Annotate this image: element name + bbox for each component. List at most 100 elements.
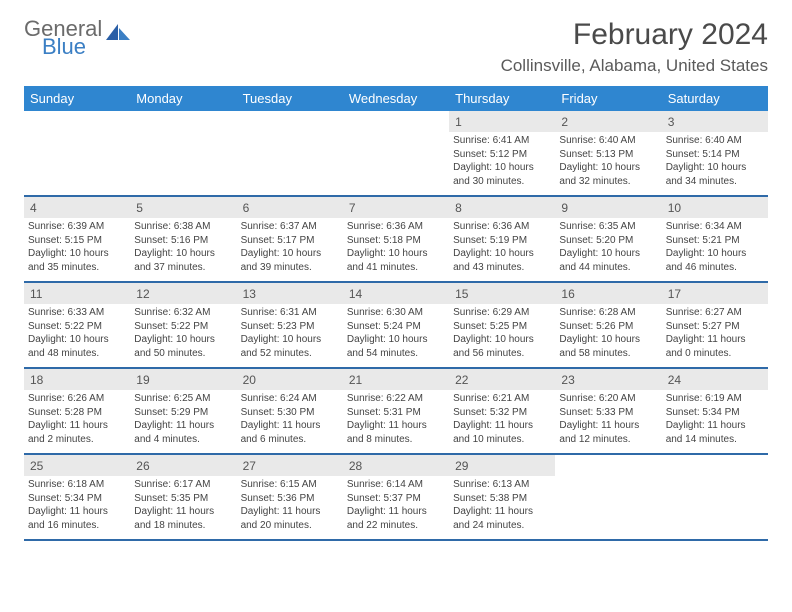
day-body: Sunrise: 6:18 AMSunset: 5:34 PMDaylight:… [24, 476, 130, 536]
day-body: Sunrise: 6:36 AMSunset: 5:18 PMDaylight:… [343, 218, 449, 278]
daylight-text: Daylight: 11 hours and 24 minutes. [453, 505, 551, 532]
day-number: 13 [237, 283, 343, 304]
day-number: 9 [555, 197, 661, 218]
day-number: 27 [237, 455, 343, 476]
day-number: 8 [449, 197, 555, 218]
day-body: Sunrise: 6:40 AMSunset: 5:13 PMDaylight:… [555, 132, 661, 192]
title-block: February 2024 Collinsville, Alabama, Uni… [501, 18, 768, 76]
sunset-text: Sunset: 5:22 PM [134, 320, 232, 334]
day-number: 1 [449, 111, 555, 132]
sunset-text: Sunset: 5:12 PM [453, 148, 551, 162]
sunrise-text: Sunrise: 6:38 AM [134, 220, 232, 234]
day-cell: 14Sunrise: 6:30 AMSunset: 5:24 PMDayligh… [343, 283, 449, 367]
sunrise-text: Sunrise: 6:36 AM [347, 220, 445, 234]
sunset-text: Sunset: 5:26 PM [559, 320, 657, 334]
sunrise-text: Sunrise: 6:32 AM [134, 306, 232, 320]
sunset-text: Sunset: 5:27 PM [666, 320, 764, 334]
sunset-text: Sunset: 5:25 PM [453, 320, 551, 334]
week-row: 4Sunrise: 6:39 AMSunset: 5:15 PMDaylight… [24, 197, 768, 283]
daylight-text: Daylight: 11 hours and 14 minutes. [666, 419, 764, 446]
day-cell: 4Sunrise: 6:39 AMSunset: 5:15 PMDaylight… [24, 197, 130, 281]
sunrise-text: Sunrise: 6:25 AM [134, 392, 232, 406]
daylight-text: Daylight: 10 hours and 58 minutes. [559, 333, 657, 360]
daylight-text: Daylight: 10 hours and 50 minutes. [134, 333, 232, 360]
daylight-text: Daylight: 11 hours and 2 minutes. [28, 419, 126, 446]
weekday-label: Wednesday [343, 86, 449, 111]
week-row: ....1Sunrise: 6:41 AMSunset: 5:12 PMDayl… [24, 111, 768, 197]
brand-logo: General Blue [24, 18, 132, 58]
day-cell: 22Sunrise: 6:21 AMSunset: 5:32 PMDayligh… [449, 369, 555, 453]
day-cell: 21Sunrise: 6:22 AMSunset: 5:31 PMDayligh… [343, 369, 449, 453]
day-cell: 10Sunrise: 6:34 AMSunset: 5:21 PMDayligh… [662, 197, 768, 281]
sunrise-text: Sunrise: 6:28 AM [559, 306, 657, 320]
calendar-grid: SundayMondayTuesdayWednesdayThursdayFrid… [24, 86, 768, 541]
day-cell: 13Sunrise: 6:31 AMSunset: 5:23 PMDayligh… [237, 283, 343, 367]
day-body: Sunrise: 6:40 AMSunset: 5:14 PMDaylight:… [662, 132, 768, 192]
day-body: Sunrise: 6:14 AMSunset: 5:37 PMDaylight:… [343, 476, 449, 536]
sunset-text: Sunset: 5:17 PM [241, 234, 339, 248]
daylight-text: Daylight: 10 hours and 39 minutes. [241, 247, 339, 274]
sunset-text: Sunset: 5:34 PM [28, 492, 126, 506]
day-number: 3 [662, 111, 768, 132]
day-number: 2 [555, 111, 661, 132]
sunset-text: Sunset: 5:22 PM [28, 320, 126, 334]
day-body: Sunrise: 6:33 AMSunset: 5:22 PMDaylight:… [24, 304, 130, 364]
brand-text: General Blue [24, 18, 102, 58]
sunset-text: Sunset: 5:35 PM [134, 492, 232, 506]
sunset-text: Sunset: 5:23 PM [241, 320, 339, 334]
weekday-header-row: SundayMondayTuesdayWednesdayThursdayFrid… [24, 86, 768, 111]
day-number: 24 [662, 369, 768, 390]
sunset-text: Sunset: 5:15 PM [28, 234, 126, 248]
day-cell: . [24, 111, 130, 195]
daylight-text: Daylight: 10 hours and 32 minutes. [559, 161, 657, 188]
daylight-text: Daylight: 10 hours and 43 minutes. [453, 247, 551, 274]
sunrise-text: Sunrise: 6:40 AM [666, 134, 764, 148]
daylight-text: Daylight: 10 hours and 54 minutes. [347, 333, 445, 360]
sunset-text: Sunset: 5:31 PM [347, 406, 445, 420]
day-body: Sunrise: 6:13 AMSunset: 5:38 PMDaylight:… [449, 476, 555, 536]
sunrise-text: Sunrise: 6:33 AM [28, 306, 126, 320]
day-body: Sunrise: 6:21 AMSunset: 5:32 PMDaylight:… [449, 390, 555, 450]
day-cell: 27Sunrise: 6:15 AMSunset: 5:36 PMDayligh… [237, 455, 343, 539]
day-number: 26 [130, 455, 236, 476]
day-cell: 20Sunrise: 6:24 AMSunset: 5:30 PMDayligh… [237, 369, 343, 453]
page-header: General Blue February 2024 Collinsville,… [24, 18, 768, 76]
daylight-text: Daylight: 11 hours and 18 minutes. [134, 505, 232, 532]
weekday-label: Monday [130, 86, 236, 111]
weekday-label: Sunday [24, 86, 130, 111]
day-number: 16 [555, 283, 661, 304]
daylight-text: Daylight: 11 hours and 6 minutes. [241, 419, 339, 446]
daylight-text: Daylight: 11 hours and 16 minutes. [28, 505, 126, 532]
day-body: Sunrise: 6:19 AMSunset: 5:34 PMDaylight:… [662, 390, 768, 450]
sunrise-text: Sunrise: 6:18 AM [28, 478, 126, 492]
day-cell: 6Sunrise: 6:37 AMSunset: 5:17 PMDaylight… [237, 197, 343, 281]
sunrise-text: Sunrise: 6:17 AM [134, 478, 232, 492]
sunrise-text: Sunrise: 6:41 AM [453, 134, 551, 148]
day-body: Sunrise: 6:36 AMSunset: 5:19 PMDaylight:… [449, 218, 555, 278]
day-number: 20 [237, 369, 343, 390]
day-number: 18 [24, 369, 130, 390]
day-body: Sunrise: 6:31 AMSunset: 5:23 PMDaylight:… [237, 304, 343, 364]
week-row: 25Sunrise: 6:18 AMSunset: 5:34 PMDayligh… [24, 455, 768, 541]
day-body: Sunrise: 6:29 AMSunset: 5:25 PMDaylight:… [449, 304, 555, 364]
day-body: Sunrise: 6:30 AMSunset: 5:24 PMDaylight:… [343, 304, 449, 364]
month-title: February 2024 [501, 18, 768, 52]
daylight-text: Daylight: 11 hours and 0 minutes. [666, 333, 764, 360]
day-cell: 5Sunrise: 6:38 AMSunset: 5:16 PMDaylight… [130, 197, 236, 281]
day-cell: 23Sunrise: 6:20 AMSunset: 5:33 PMDayligh… [555, 369, 661, 453]
daylight-text: Daylight: 10 hours and 34 minutes. [666, 161, 764, 188]
day-cell: 1Sunrise: 6:41 AMSunset: 5:12 PMDaylight… [449, 111, 555, 195]
day-body: Sunrise: 6:22 AMSunset: 5:31 PMDaylight:… [343, 390, 449, 450]
sunset-text: Sunset: 5:36 PM [241, 492, 339, 506]
day-cell: 18Sunrise: 6:26 AMSunset: 5:28 PMDayligh… [24, 369, 130, 453]
daylight-text: Daylight: 10 hours and 41 minutes. [347, 247, 445, 274]
day-body: Sunrise: 6:24 AMSunset: 5:30 PMDaylight:… [237, 390, 343, 450]
daylight-text: Daylight: 10 hours and 46 minutes. [666, 247, 764, 274]
daylight-text: Daylight: 11 hours and 8 minutes. [347, 419, 445, 446]
day-body: Sunrise: 6:27 AMSunset: 5:27 PMDaylight:… [662, 304, 768, 364]
sunrise-text: Sunrise: 6:14 AM [347, 478, 445, 492]
day-number: 14 [343, 283, 449, 304]
sunset-text: Sunset: 5:16 PM [134, 234, 232, 248]
day-cell: 16 Sunrise: 6:28 AMSunset: 5:26 PMDayligh… [555, 283, 661, 367]
sunrise-text: Sunrise: 6:30 AM [347, 306, 445, 320]
